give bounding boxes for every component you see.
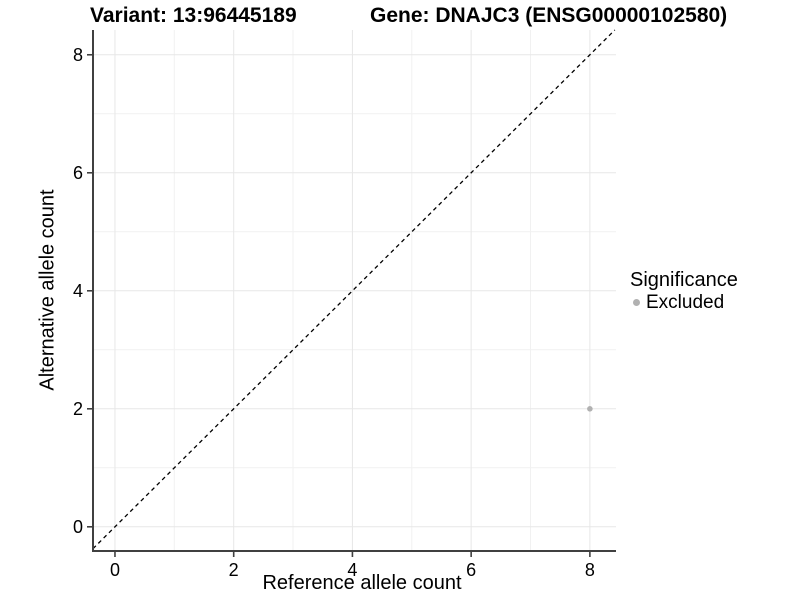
x-tick-label: 8 — [585, 560, 595, 580]
y-tick-label: 2 — [73, 399, 83, 419]
x-tick-label: 6 — [466, 560, 476, 580]
identity-line — [92, 29, 616, 550]
y-tick-label: 6 — [73, 163, 83, 183]
legend-title: Significance — [630, 269, 738, 291]
y-tick-label: 0 — [73, 517, 83, 537]
data-point — [587, 406, 593, 412]
y-axis-title: Alternative allele count — [36, 189, 59, 391]
plot-title-gene: Gene: DNAJC3 (ENSG00000102580) — [370, 4, 728, 27]
legend-point-icon — [633, 299, 640, 306]
x-axis-title: Reference allele count — [262, 572, 462, 594]
scatter-plot-panel: 0 2 4 6 8 0 2 4 6 8 — [73, 29, 616, 580]
y-tick-label: 8 — [73, 45, 83, 65]
legend-item-label: Excluded — [646, 292, 725, 313]
x-tick-label: 4 — [347, 560, 357, 580]
plot-title-variant: Variant: 13:96445189 — [90, 4, 297, 27]
legend-item-excluded: Excluded — [630, 292, 738, 313]
x-tick-label: 0 — [110, 560, 120, 580]
y-tick-label: 4 — [73, 281, 83, 301]
x-tick-label: 2 — [229, 560, 239, 580]
legend: Significance Excluded — [630, 268, 738, 313]
